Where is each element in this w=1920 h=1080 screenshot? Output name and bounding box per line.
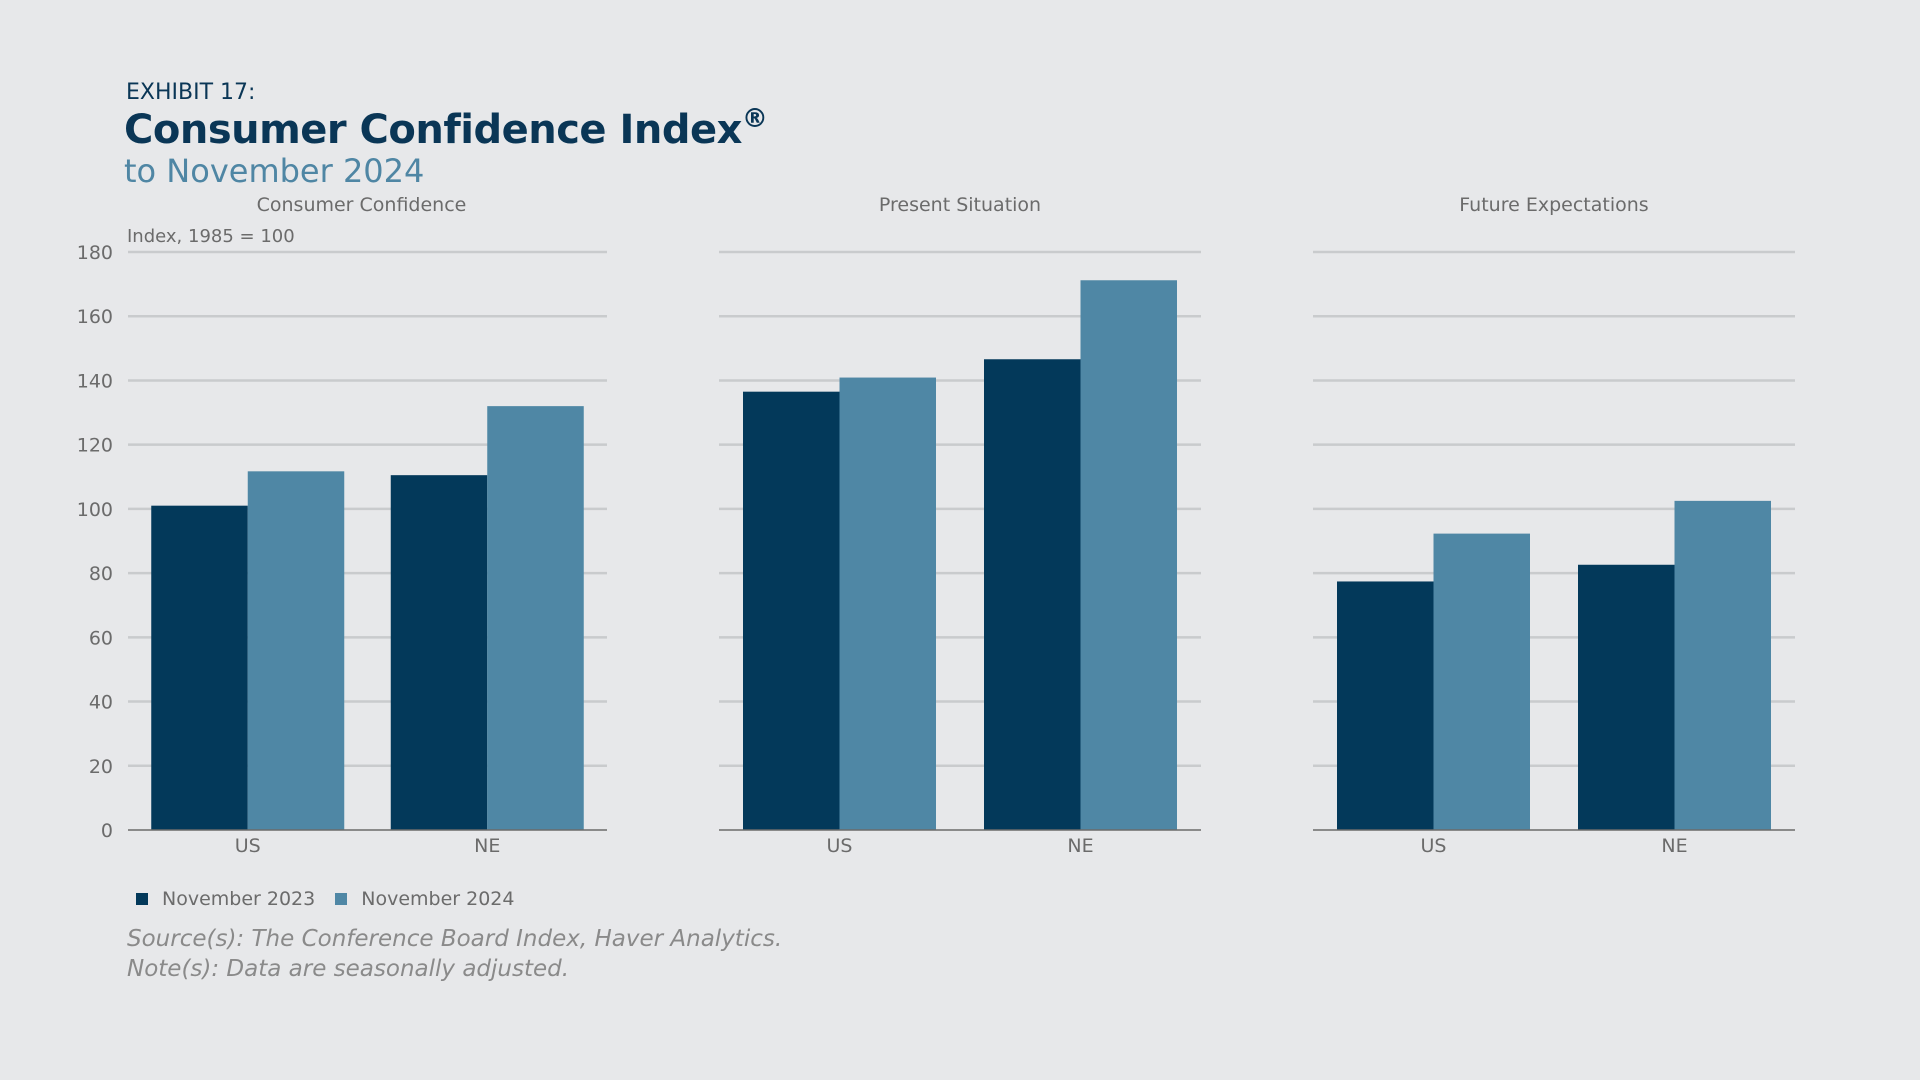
y-tick-label: 160 (77, 306, 113, 328)
x-tick-label: NE (474, 835, 500, 857)
source-note: Source(s): The Conference Board Index, H… (127, 926, 783, 952)
y-axis-label: Index, 1985 = 100 (127, 226, 295, 247)
y-tick-label: 180 (77, 242, 113, 264)
chart-legend: November 2023 November 2024 (136, 888, 534, 910)
data-note: Note(s): Data are seasonally adjusted. (127, 956, 570, 982)
bar-ne-2024 (1674, 500, 1771, 830)
bar-us-2024 (247, 471, 345, 830)
bar-us-2024 (839, 377, 936, 830)
panel-title: Present Situation (879, 194, 1041, 216)
exhibit-label: EXHIBIT 17: (126, 80, 256, 105)
y-tick-label: 80 (89, 563, 113, 585)
legend-item-2024: November 2024 (335, 888, 514, 910)
x-tick-label: NE (1067, 835, 1093, 857)
bar-ne-2024 (1080, 280, 1177, 830)
bar-ne-2024 (487, 406, 584, 830)
legend-label-2024: November 2024 (361, 888, 515, 910)
bar-us-2024 (1433, 533, 1530, 830)
chart-subtitle: to November 2024 (124, 152, 425, 190)
panel-title: Consumer Confidence (257, 194, 467, 216)
legend-swatch-2023 (136, 893, 148, 905)
y-tick-label: 100 (77, 499, 113, 521)
y-tick-label: 40 (89, 692, 113, 714)
bar-ne-2023 (984, 359, 1081, 830)
y-tick-label: 60 (89, 627, 113, 649)
bar-us-2023 (1337, 581, 1434, 830)
x-tick-label: US (827, 835, 853, 857)
bar-us-2023 (743, 391, 840, 830)
bar-ne-2023 (390, 475, 488, 830)
y-tick-label: 120 (77, 435, 113, 457)
legend-label-2023: November 2023 (162, 888, 316, 910)
legend-swatch-2024 (335, 893, 348, 905)
bar-us-2023 (151, 505, 248, 830)
legend-item-2023: November 2023 (136, 888, 315, 910)
y-tick-label: 20 (89, 756, 113, 778)
x-tick-label: US (235, 835, 261, 857)
panel-title: Future Expectations (1459, 194, 1648, 216)
y-tick-label: 0 (101, 820, 113, 842)
x-tick-label: NE (1661, 835, 1687, 857)
x-tick-label: US (1421, 835, 1447, 857)
registered-mark: ® (741, 104, 768, 134)
bar-ne-2023 (1578, 564, 1675, 830)
y-tick-label: 140 (77, 370, 113, 392)
chart-title: Consumer Confidence Index® (124, 104, 768, 153)
chart-title-text: Consumer Confidence Index (124, 107, 742, 153)
